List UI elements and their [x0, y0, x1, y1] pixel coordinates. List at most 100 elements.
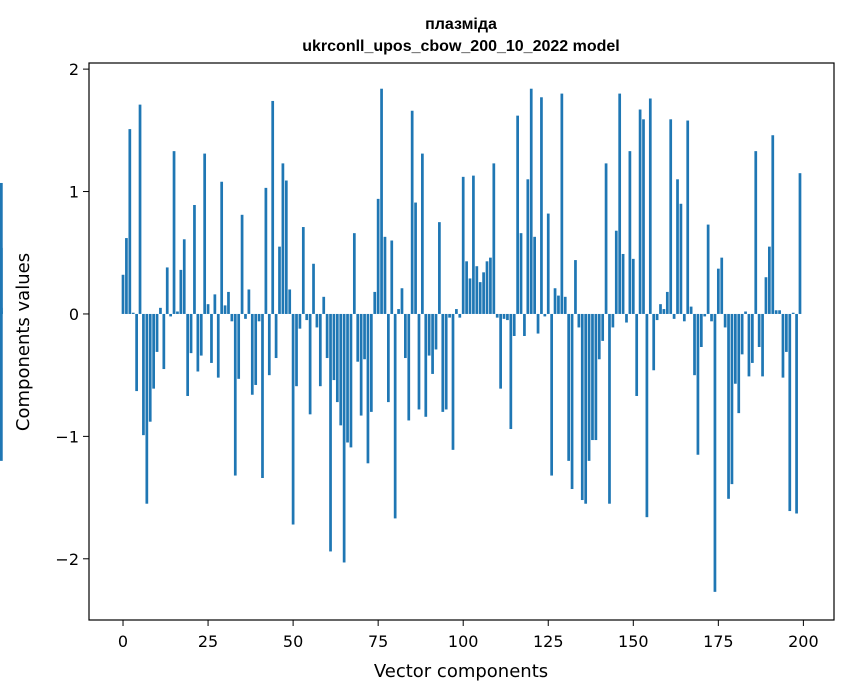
bar: [349, 313, 353, 448]
bar: [631, 258, 635, 314]
bar: [465, 261, 468, 314]
bar: [533, 236, 536, 314]
x-tick-label: 100: [448, 632, 479, 651]
y-tick-label: −1: [55, 427, 79, 446]
bar: [128, 129, 132, 314]
bar: [186, 313, 190, 396]
bar: [0, 313, 3, 461]
bar: [682, 313, 686, 322]
bar: [193, 205, 196, 314]
bar: [458, 313, 462, 318]
bar: [448, 313, 451, 318]
x-tick-label: 175: [703, 632, 734, 651]
bar: [410, 110, 414, 314]
bar: [529, 88, 533, 314]
bar: [312, 263, 315, 314]
bar: [499, 313, 502, 389]
bar: [145, 313, 149, 504]
plot-frame: [88, 62, 835, 621]
bar: [757, 313, 761, 348]
bar: [397, 309, 400, 314]
bar: [0, 182, 3, 314]
x-axis-label: Vector components: [374, 661, 548, 682]
bar: [614, 230, 618, 314]
bar: [257, 313, 261, 322]
x-tick-label: 25: [198, 632, 218, 651]
bar: [298, 313, 302, 329]
bar: [301, 227, 305, 314]
bar: [227, 291, 230, 314]
bar: [455, 309, 458, 314]
bar: [220, 181, 224, 314]
bar: [642, 119, 645, 314]
bar: [131, 312, 135, 314]
bar: [472, 175, 475, 314]
bar: [509, 313, 513, 430]
bar: [237, 313, 241, 379]
y-tick-label: 2: [69, 60, 79, 79]
bar: [176, 311, 179, 314]
bar: [431, 313, 434, 374]
bar: [594, 313, 598, 441]
x-axis-ticks: 0 25 50 75 100 125 150 175 200: [118, 620, 819, 651]
bar: [383, 236, 387, 314]
bar: [482, 272, 485, 314]
bar: [261, 313, 264, 478]
bar: [570, 313, 574, 490]
bar: [196, 313, 200, 372]
bar: [250, 313, 254, 395]
bar: [502, 313, 506, 319]
bar: [608, 313, 611, 504]
bar: [771, 135, 775, 314]
bar: [648, 98, 652, 314]
y-tick-label: 0: [69, 305, 79, 324]
bar: [740, 313, 744, 355]
bar: [703, 313, 707, 317]
bar: [291, 313, 295, 525]
chart-title: плазміда: [425, 16, 497, 33]
bar: [230, 313, 234, 322]
bar: [689, 306, 693, 314]
bar: [778, 310, 781, 314]
bar: [584, 313, 588, 504]
bar: [216, 313, 220, 378]
bar: [625, 313, 628, 323]
bar: [492, 163, 496, 314]
bar: [523, 313, 526, 336]
bar: [751, 313, 754, 363]
y-tick-label: 1: [69, 183, 79, 202]
bar: [540, 97, 543, 314]
bar: [278, 246, 281, 314]
bar: [284, 180, 288, 314]
bar: [563, 296, 567, 314]
bar: [421, 153, 424, 314]
bar: [747, 313, 751, 377]
bar: [271, 100, 275, 314]
bar: [213, 294, 217, 314]
bar: [308, 313, 312, 415]
x-tick-label: 50: [283, 632, 303, 651]
bar: [135, 313, 138, 392]
bar: [611, 313, 615, 328]
x-tick-label: 150: [618, 632, 649, 651]
bar: [325, 313, 329, 359]
bar: [696, 313, 700, 455]
bar: [706, 224, 710, 314]
bar: [162, 313, 166, 370]
bar: [363, 313, 366, 360]
bar: [553, 288, 557, 314]
bar: [387, 313, 390, 403]
y-axis-label: Components values: [13, 253, 34, 431]
bar: [672, 313, 676, 319]
bar: [390, 240, 394, 314]
bar: [342, 313, 346, 563]
bar: [441, 313, 445, 412]
bar: [618, 93, 622, 314]
bar: [519, 233, 523, 314]
bar: [659, 304, 662, 314]
bar: [210, 313, 213, 363]
bar: [489, 257, 492, 314]
bar: [281, 163, 285, 314]
bar: [506, 313, 509, 321]
bar: [716, 268, 720, 314]
